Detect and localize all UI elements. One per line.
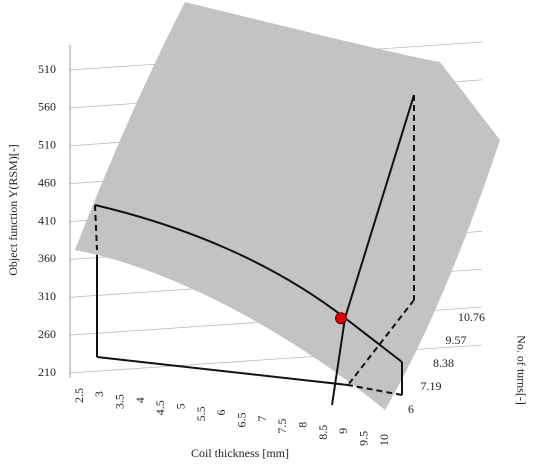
x-tick-label: 3 <box>92 391 106 397</box>
y-axis-label: No. of turns[-] <box>514 335 528 405</box>
z-axis-label: Object function Y(RSM)[-] <box>6 144 20 276</box>
x-tick-label: 2.5 <box>72 388 86 403</box>
z-tick-label: 460 <box>38 175 56 189</box>
x-tick-label: 9.5 <box>356 431 370 446</box>
guide-line <box>331 317 346 406</box>
z-tick-label: 360 <box>38 251 56 265</box>
y-tick-label: 7.19 <box>421 379 442 393</box>
x-tick-label: 6 <box>214 409 228 415</box>
x-axis-label: Coil thickness [mm] <box>191 446 289 460</box>
z-tick-label: 510 <box>38 138 56 152</box>
guide-line <box>94 204 98 251</box>
z-tick-label: 260 <box>38 327 56 341</box>
x-tick-label: 4 <box>133 397 147 403</box>
guide-line <box>347 299 415 386</box>
x-tick-label: 8 <box>295 422 309 428</box>
x-tick-label: 7 <box>255 416 269 422</box>
x-tick-label: 5.5 <box>194 406 208 421</box>
z-tick-label: 410 <box>38 213 56 227</box>
grid-line <box>69 344 483 374</box>
x-tick-label: 7.5 <box>275 419 289 434</box>
guide-line <box>347 384 403 396</box>
z-tick-label: 210 <box>38 365 56 379</box>
y-tick-label: 8.38 <box>433 356 454 370</box>
optimum-point <box>335 312 347 325</box>
y-tick-label: 10.76 <box>458 310 485 324</box>
z-tick-label: 310 <box>38 289 56 303</box>
x-tick-label: 10 <box>377 434 391 446</box>
x-tick-label: 6.5 <box>234 413 248 428</box>
x-tick-label: 5 <box>173 403 187 409</box>
surface <box>75 2 500 410</box>
guide-line <box>344 317 403 363</box>
z-tick-label: 560 <box>38 100 56 114</box>
z-tick-label: 510 <box>38 62 56 76</box>
y-tick-label: 6 <box>408 402 414 416</box>
guide-line <box>96 356 349 386</box>
guide-line <box>94 204 346 319</box>
x-tick-label: 8.5 <box>316 425 330 440</box>
x-tick-label: 4.5 <box>153 400 167 415</box>
x-tick-label: 9 <box>336 428 350 434</box>
x-tick-label: 3.5 <box>112 394 126 409</box>
y-tick-label: 9.57 <box>446 333 467 347</box>
guide-line <box>344 94 415 319</box>
